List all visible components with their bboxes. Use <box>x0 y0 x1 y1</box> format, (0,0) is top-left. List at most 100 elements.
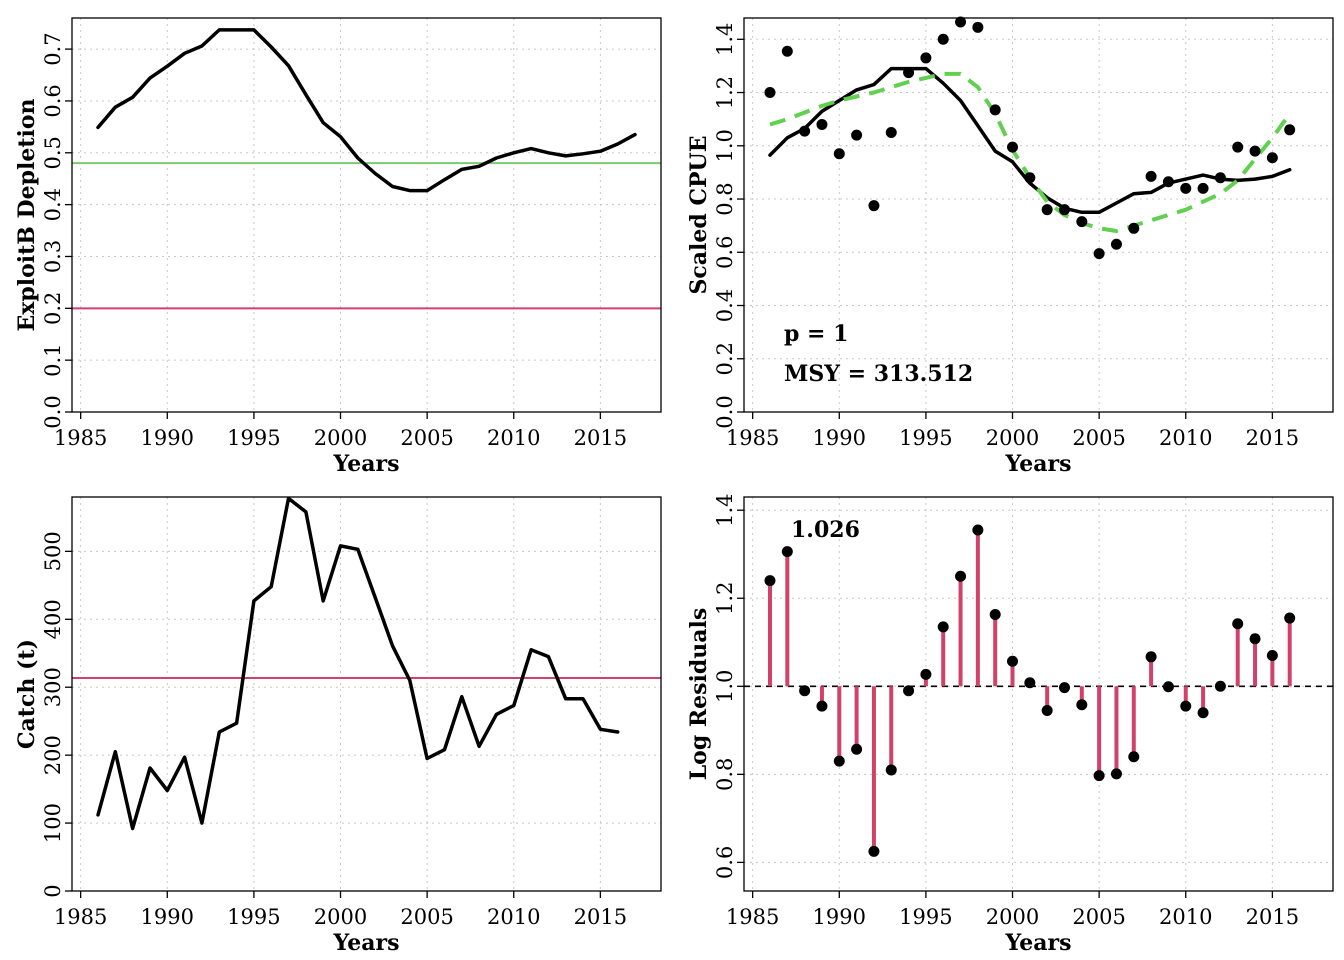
data-point <box>851 129 863 141</box>
y-axis-title: Catch (t) <box>14 639 40 749</box>
y-tick-label: 0.6 <box>713 236 737 269</box>
y-tick-label: 0.1 <box>41 343 65 376</box>
data-point <box>781 45 793 57</box>
data-point <box>1128 222 1140 234</box>
x-tick-label: 2000 <box>986 905 1039 929</box>
y-tick-label: 0.8 <box>713 182 737 215</box>
x-axis-title: Years <box>332 930 399 956</box>
y-tick-label: 1.4 <box>713 23 737 56</box>
x-tick-label: 2015 <box>574 905 627 929</box>
data-point <box>1041 204 1053 216</box>
x-tick-label: 1985 <box>54 426 107 450</box>
data-point <box>1214 172 1226 184</box>
data-point <box>1180 700 1192 712</box>
y-tick-label: 1.2 <box>713 582 737 615</box>
x-tick-label: 2005 <box>1072 426 1125 450</box>
y-tick-label: 1.0 <box>713 670 737 703</box>
plot-frame <box>743 496 1334 892</box>
data-point <box>1232 618 1244 630</box>
y-tick-label: 1.4 <box>713 494 737 527</box>
data-point <box>937 33 949 45</box>
y-tick-label: 300 <box>41 667 65 707</box>
x-tick-label: 1995 <box>899 905 952 929</box>
x-tick-label: 2010 <box>1159 426 1212 450</box>
annotation-value: 1.026 <box>791 517 860 543</box>
data-point <box>1041 705 1053 717</box>
plot-frame <box>743 17 1334 413</box>
y-tick-label: 0.6 <box>713 846 737 879</box>
x-tick-label: 2015 <box>1246 905 1299 929</box>
data-point <box>1058 682 1070 694</box>
data-point <box>1162 176 1174 188</box>
x-tick-label: 2015 <box>574 426 627 450</box>
data-point <box>972 524 984 536</box>
panel-residuals: 1985 1990 1995 2000 2005 2010 2015 0.6 0.8 1.0 1.2… <box>686 494 1334 956</box>
x-axis-title: Years <box>1004 930 1071 956</box>
data-point <box>764 87 776 99</box>
x-tick-label: 1995 <box>227 426 280 450</box>
data-point <box>955 16 967 28</box>
data-point <box>1266 649 1278 661</box>
data-point <box>799 125 811 137</box>
data-point <box>955 570 967 582</box>
y-tick-label: 0.2 <box>41 292 65 325</box>
data-point <box>1110 768 1122 780</box>
y-tick-label: 0.4 <box>713 289 737 322</box>
x-tick-label: 2000 <box>986 426 1039 450</box>
data-point <box>1076 699 1088 711</box>
data-point <box>885 764 897 776</box>
y-tick-label: 0.5 <box>41 136 65 169</box>
data-point <box>833 755 845 767</box>
series-line-0 <box>96 28 637 193</box>
data-point <box>1093 770 1105 782</box>
data-point <box>1076 216 1088 228</box>
data-point <box>833 148 845 160</box>
x-tick-label: 2010 <box>487 905 540 929</box>
data-point <box>1232 141 1244 153</box>
x-tick-label: 1985 <box>726 905 779 929</box>
data-point <box>1197 707 1209 719</box>
x-tick-label: 1990 <box>813 905 866 929</box>
data-point <box>816 118 828 130</box>
y-tick-label: 0.0 <box>41 395 65 428</box>
series-line-0 <box>96 496 620 831</box>
plot-frame <box>71 496 662 892</box>
x-tick-label: 2015 <box>1246 426 1299 450</box>
x-axis-title: Years <box>332 451 399 477</box>
y-tick-label: 500 <box>41 531 65 571</box>
data-point <box>1058 204 1070 216</box>
y-tick-label: 1.2 <box>713 76 737 109</box>
data-point <box>1145 651 1157 663</box>
data-point <box>920 668 932 680</box>
y-tick-label: 0.4 <box>41 188 65 221</box>
panel-cpue: 1985 1990 1995 2000 2005 2010 2015 0.0 0.2 0.4 0.6… <box>686 16 1334 477</box>
y-axis-title: ExploitB Depletion <box>14 98 40 331</box>
data-point <box>781 546 793 558</box>
data-point <box>1249 145 1261 157</box>
data-point <box>1145 170 1157 182</box>
x-tick-label: 2000 <box>314 905 367 929</box>
data-point <box>1214 680 1226 692</box>
data-point <box>1284 612 1296 624</box>
y-tick-label: 0.3 <box>41 240 65 273</box>
data-point <box>1284 124 1296 136</box>
x-tick-label: 2010 <box>1159 905 1212 929</box>
data-point <box>903 67 915 79</box>
x-tick-label: 2000 <box>314 426 367 450</box>
data-point <box>885 126 897 138</box>
y-axis-title: Log Residuals <box>686 608 712 781</box>
data-point <box>868 845 880 857</box>
data-point <box>989 104 1001 116</box>
data-point <box>903 685 915 697</box>
x-tick-label: 1985 <box>54 905 107 929</box>
data-point <box>1128 751 1140 763</box>
x-tick-label: 1995 <box>899 426 952 450</box>
data-point <box>1197 182 1209 194</box>
data-point <box>937 621 949 633</box>
y-tick-label: 200 <box>41 735 65 775</box>
data-point <box>1024 677 1036 689</box>
data-point <box>920 52 932 64</box>
annotation-msy: MSY = 313.512 <box>784 361 973 387</box>
y-tick-label: 0.2 <box>713 342 737 375</box>
